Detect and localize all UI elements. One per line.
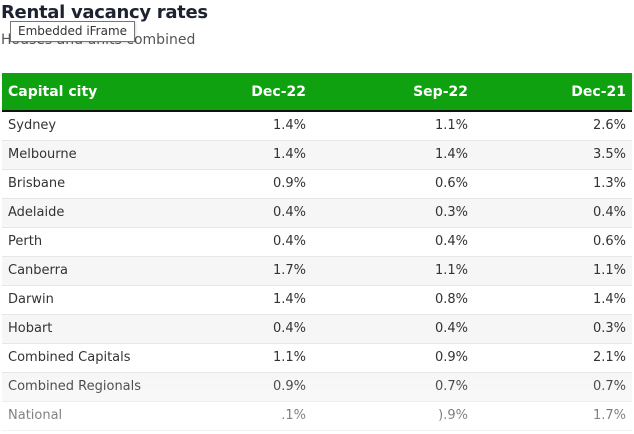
sep-22-cell: 0.3% bbox=[434, 205, 468, 220]
city-cell: Brisbane bbox=[8, 176, 66, 191]
column-header-dec-21[interactable]: Dec-21 bbox=[474, 73, 632, 112]
table-row: Adelaide 0.4% 0.3% 0.4% bbox=[2, 198, 632, 227]
table-row: Darwin 1.4% 0.8% 1.4% bbox=[2, 285, 632, 314]
table-row: Perth 0.4% 0.4% 0.6% bbox=[2, 227, 632, 256]
city-cell: Sydney bbox=[8, 118, 57, 134]
city-cell: Combined Capitals bbox=[8, 350, 131, 365]
dec-22-cell: 1.4% bbox=[272, 118, 306, 134]
dec-22-cell: 0.9% bbox=[272, 379, 306, 394]
vacancy-rates-table: Capital city Dec-22 Sep-22 Dec-21 Sydney… bbox=[2, 73, 632, 431]
table-row: National .1% ).9% 1.7% bbox=[2, 401, 632, 430]
city-cell: Adelaide bbox=[8, 205, 65, 220]
sep-22-cell: 0.9% bbox=[434, 350, 468, 365]
sep-22-cell: 0.7% bbox=[434, 379, 468, 394]
city-cell: Perth bbox=[8, 234, 43, 249]
dec-22-cell: 1.1% bbox=[272, 350, 306, 365]
table-row: Hobart 0.4% 0.4% 0.3% bbox=[2, 314, 632, 343]
sep-22-cell: 0.4% bbox=[434, 234, 468, 249]
dec-21-cell: 0.6% bbox=[592, 234, 626, 249]
dec-22-cell: 1.4% bbox=[272, 147, 306, 162]
table-row: Combined Regionals 0.9% 0.7% 0.7% bbox=[2, 372, 632, 401]
sep-22-cell: 0.4% bbox=[434, 321, 468, 336]
dec-21-cell: 0.3% bbox=[592, 321, 626, 336]
city-cell: National bbox=[8, 408, 63, 423]
city-cell: Canberra bbox=[8, 263, 68, 278]
table-row: Combined Capitals 1.1% 0.9% 2.1% bbox=[2, 343, 632, 372]
table-row: Melbourne 1.4% 1.4% 3.5% bbox=[2, 140, 632, 169]
column-header-capital-city[interactable]: Capital city bbox=[2, 73, 182, 112]
dec-22-cell: 0.4% bbox=[272, 205, 306, 220]
sep-22-cell: 1.1% bbox=[434, 263, 468, 278]
table-row: Sydney 1.4% 1.1% 2.6% bbox=[2, 111, 632, 140]
dec-22-cell: 0.4% bbox=[272, 234, 306, 249]
dec-21-cell: 1.1% bbox=[592, 263, 626, 278]
dec-22-cell: .1% bbox=[281, 408, 306, 423]
column-header-dec-22[interactable]: Dec-22 bbox=[182, 73, 312, 112]
table-header-row: Capital city Dec-22 Sep-22 Dec-21 bbox=[2, 73, 632, 112]
table-row: Canberra 1.7% 1.1% 1.1% bbox=[2, 256, 632, 285]
city-cell: Darwin bbox=[8, 292, 54, 307]
dec-21-cell: 0.7% bbox=[592, 379, 626, 394]
city-cell: Hobart bbox=[8, 321, 53, 336]
sep-22-cell: 0.6% bbox=[434, 176, 468, 191]
dec-21-cell: 1.4% bbox=[592, 292, 626, 307]
dec-21-cell: 2.1% bbox=[592, 350, 626, 365]
column-header-sep-22[interactable]: Sep-22 bbox=[312, 73, 474, 112]
sep-22-cell: 1.1% bbox=[434, 118, 468, 134]
dec-21-cell: 1.3% bbox=[592, 176, 626, 191]
dec-21-cell: 1.7% bbox=[592, 408, 626, 423]
iframe-tooltip: Embedded iFrame bbox=[10, 21, 136, 42]
page-title: Rental vacancy rates bbox=[1, 2, 208, 23]
city-cell: Combined Regionals bbox=[8, 379, 142, 394]
sep-22-cell: 0.8% bbox=[434, 292, 468, 307]
dec-22-cell: 0.4% bbox=[272, 321, 306, 336]
dec-22-cell: 0.9% bbox=[272, 176, 306, 191]
dec-22-cell: 1.7% bbox=[272, 263, 306, 278]
dec-21-cell: 2.6% bbox=[592, 118, 626, 134]
dec-21-cell: 3.5% bbox=[592, 147, 626, 162]
dec-22-cell: 1.4% bbox=[272, 292, 306, 307]
sep-22-cell: ).9% bbox=[438, 408, 468, 423]
dec-21-cell: 0.4% bbox=[592, 205, 626, 220]
sep-22-cell: 1.4% bbox=[434, 147, 468, 162]
city-cell: Melbourne bbox=[8, 147, 77, 162]
table-row: Brisbane 0.9% 0.6% 1.3% bbox=[2, 169, 632, 198]
